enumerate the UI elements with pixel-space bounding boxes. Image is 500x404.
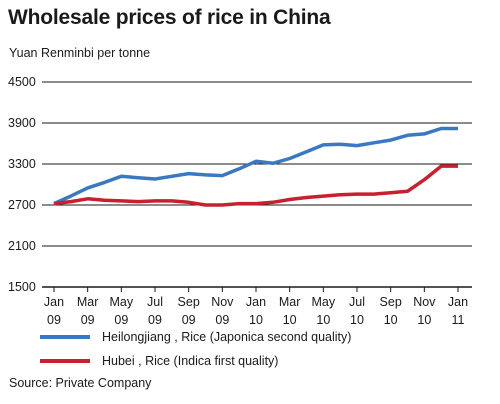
- y-tick-label: 2700: [8, 198, 36, 212]
- y-tick-label: 1500: [8, 280, 36, 294]
- source-note: Source: Private Company: [9, 376, 152, 390]
- x-tick-label-month: May: [312, 295, 336, 309]
- x-axis-ticks: Jan 09 Mar 09 May 09 Jul 09 Sep 09 Nov 09 Jan 10 Mar 10…: [44, 287, 468, 327]
- x-tick-label-month: Sep: [380, 295, 402, 309]
- legend-swatch-blue: [40, 335, 90, 339]
- x-tick-label-year: 11: [452, 313, 465, 327]
- legend-item-heilongjiang: Heilongjiang , Rice (Japonica second qua…: [40, 330, 351, 344]
- y-axis-unit-label: Yuan Renminbi per tonne: [9, 46, 151, 60]
- x-tick-label-year: 10: [316, 313, 330, 327]
- legend-label-heilongjiang: Heilongjiang , Rice (Japonica second qua…: [102, 330, 352, 344]
- x-tick-label-year: 09: [182, 313, 196, 327]
- x-tick-label-year: 10: [384, 313, 398, 327]
- series-line-hubei: [53, 164, 458, 207]
- y-tick-label: 3300: [8, 157, 36, 171]
- x-tick-label-year: 10: [417, 313, 431, 327]
- x-tick-label-year: 09: [114, 313, 128, 327]
- gridlines: [42, 81, 472, 288]
- x-tick-label-year: 10: [283, 313, 297, 327]
- x-tick-label-year: 10: [350, 313, 364, 327]
- x-tick-label-month: Jan: [448, 295, 468, 309]
- y-tick-label: 2100: [8, 239, 36, 253]
- x-tick-label-year: 09: [148, 313, 162, 327]
- x-tick-label-year: 10: [249, 313, 263, 327]
- x-tick-label-month: Jan: [44, 295, 64, 309]
- x-tick-label-month: Nov: [413, 295, 436, 309]
- x-tick-label-year: 09: [81, 313, 95, 327]
- x-tick-label-month: Jul: [147, 295, 163, 309]
- y-axis-ticks: 4500 3900 3300 2700 2100 1500: [8, 75, 36, 294]
- x-tick-label-year: 09: [47, 313, 61, 327]
- legend-label-hubei: Hubei , Rice (Indica first quality): [102, 354, 279, 368]
- y-tick-label: 4500: [8, 75, 36, 89]
- y-tick-label: 3900: [8, 116, 36, 130]
- x-tick-label-month: Jul: [349, 295, 365, 309]
- x-tick-label-month: Mar: [77, 295, 99, 309]
- x-tick-label-month: Sep: [178, 295, 200, 309]
- series-lines: [53, 126, 459, 207]
- x-tick-label-year: 09: [215, 313, 229, 327]
- x-tick-label-month: Mar: [279, 295, 301, 309]
- x-tick-label-month: Jan: [246, 295, 266, 309]
- x-tick-label-month: May: [110, 295, 134, 309]
- legend-swatch-red: [40, 359, 90, 363]
- x-tick-label-month: Nov: [211, 295, 234, 309]
- chart-title: Wholesale prices of rice in China: [8, 6, 331, 29]
- legend-item-hubei: Hubei , Rice (Indica first quality): [40, 354, 278, 368]
